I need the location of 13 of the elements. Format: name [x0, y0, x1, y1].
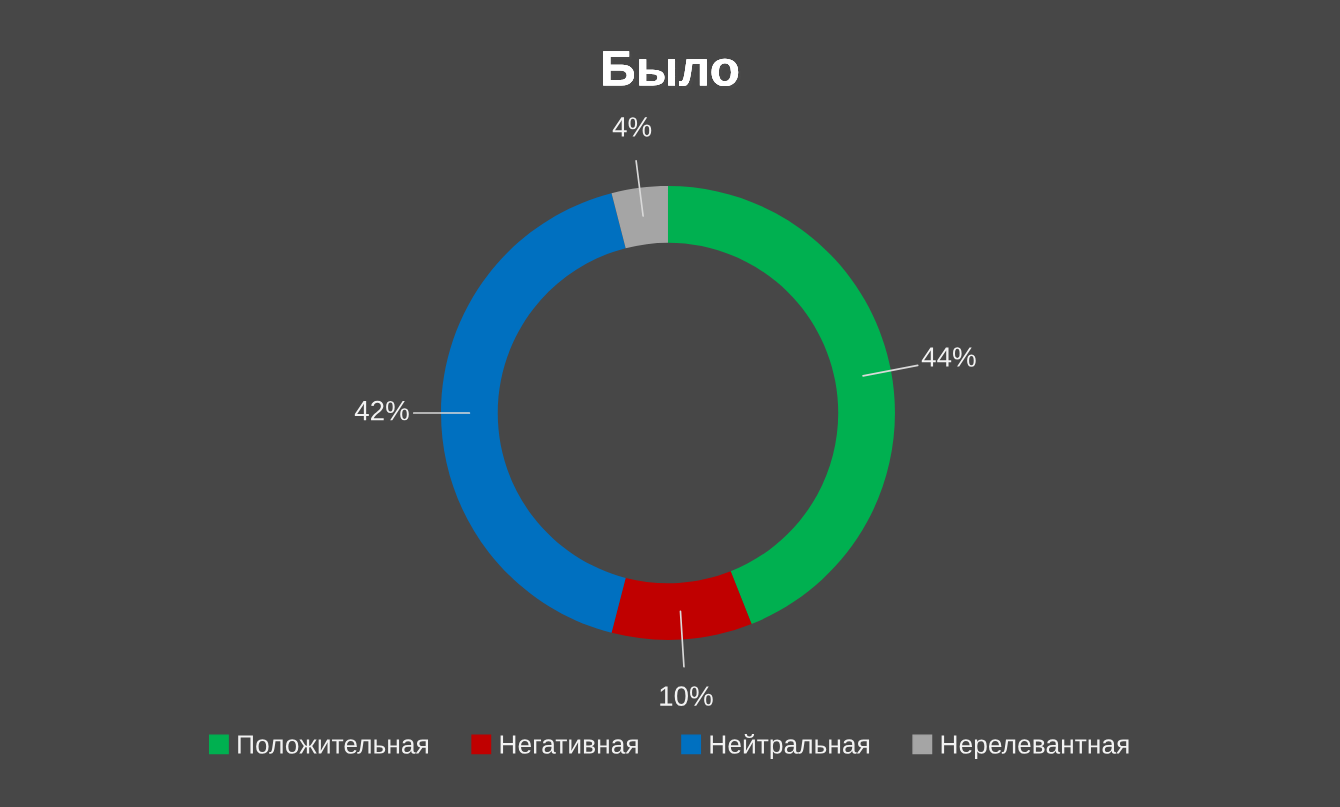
donut-slice	[441, 193, 626, 633]
data-label: 4%	[612, 117, 652, 137]
legend-label: Положительная	[238, 735, 429, 754]
donut-slice	[667, 186, 895, 625]
donut-slice	[611, 571, 752, 640]
data-label: 44%	[921, 347, 976, 367]
legend-label: Нерелевантная	[941, 735, 1129, 760]
data-label: 10%	[660, 686, 713, 706]
legend-label: Нейтральная	[710, 733, 870, 760]
donut-slice	[611, 186, 668, 249]
data-label: 42%	[354, 400, 409, 421]
legend-label: Негативная	[500, 735, 638, 754]
chart-title: Было	[603, 51, 741, 89]
